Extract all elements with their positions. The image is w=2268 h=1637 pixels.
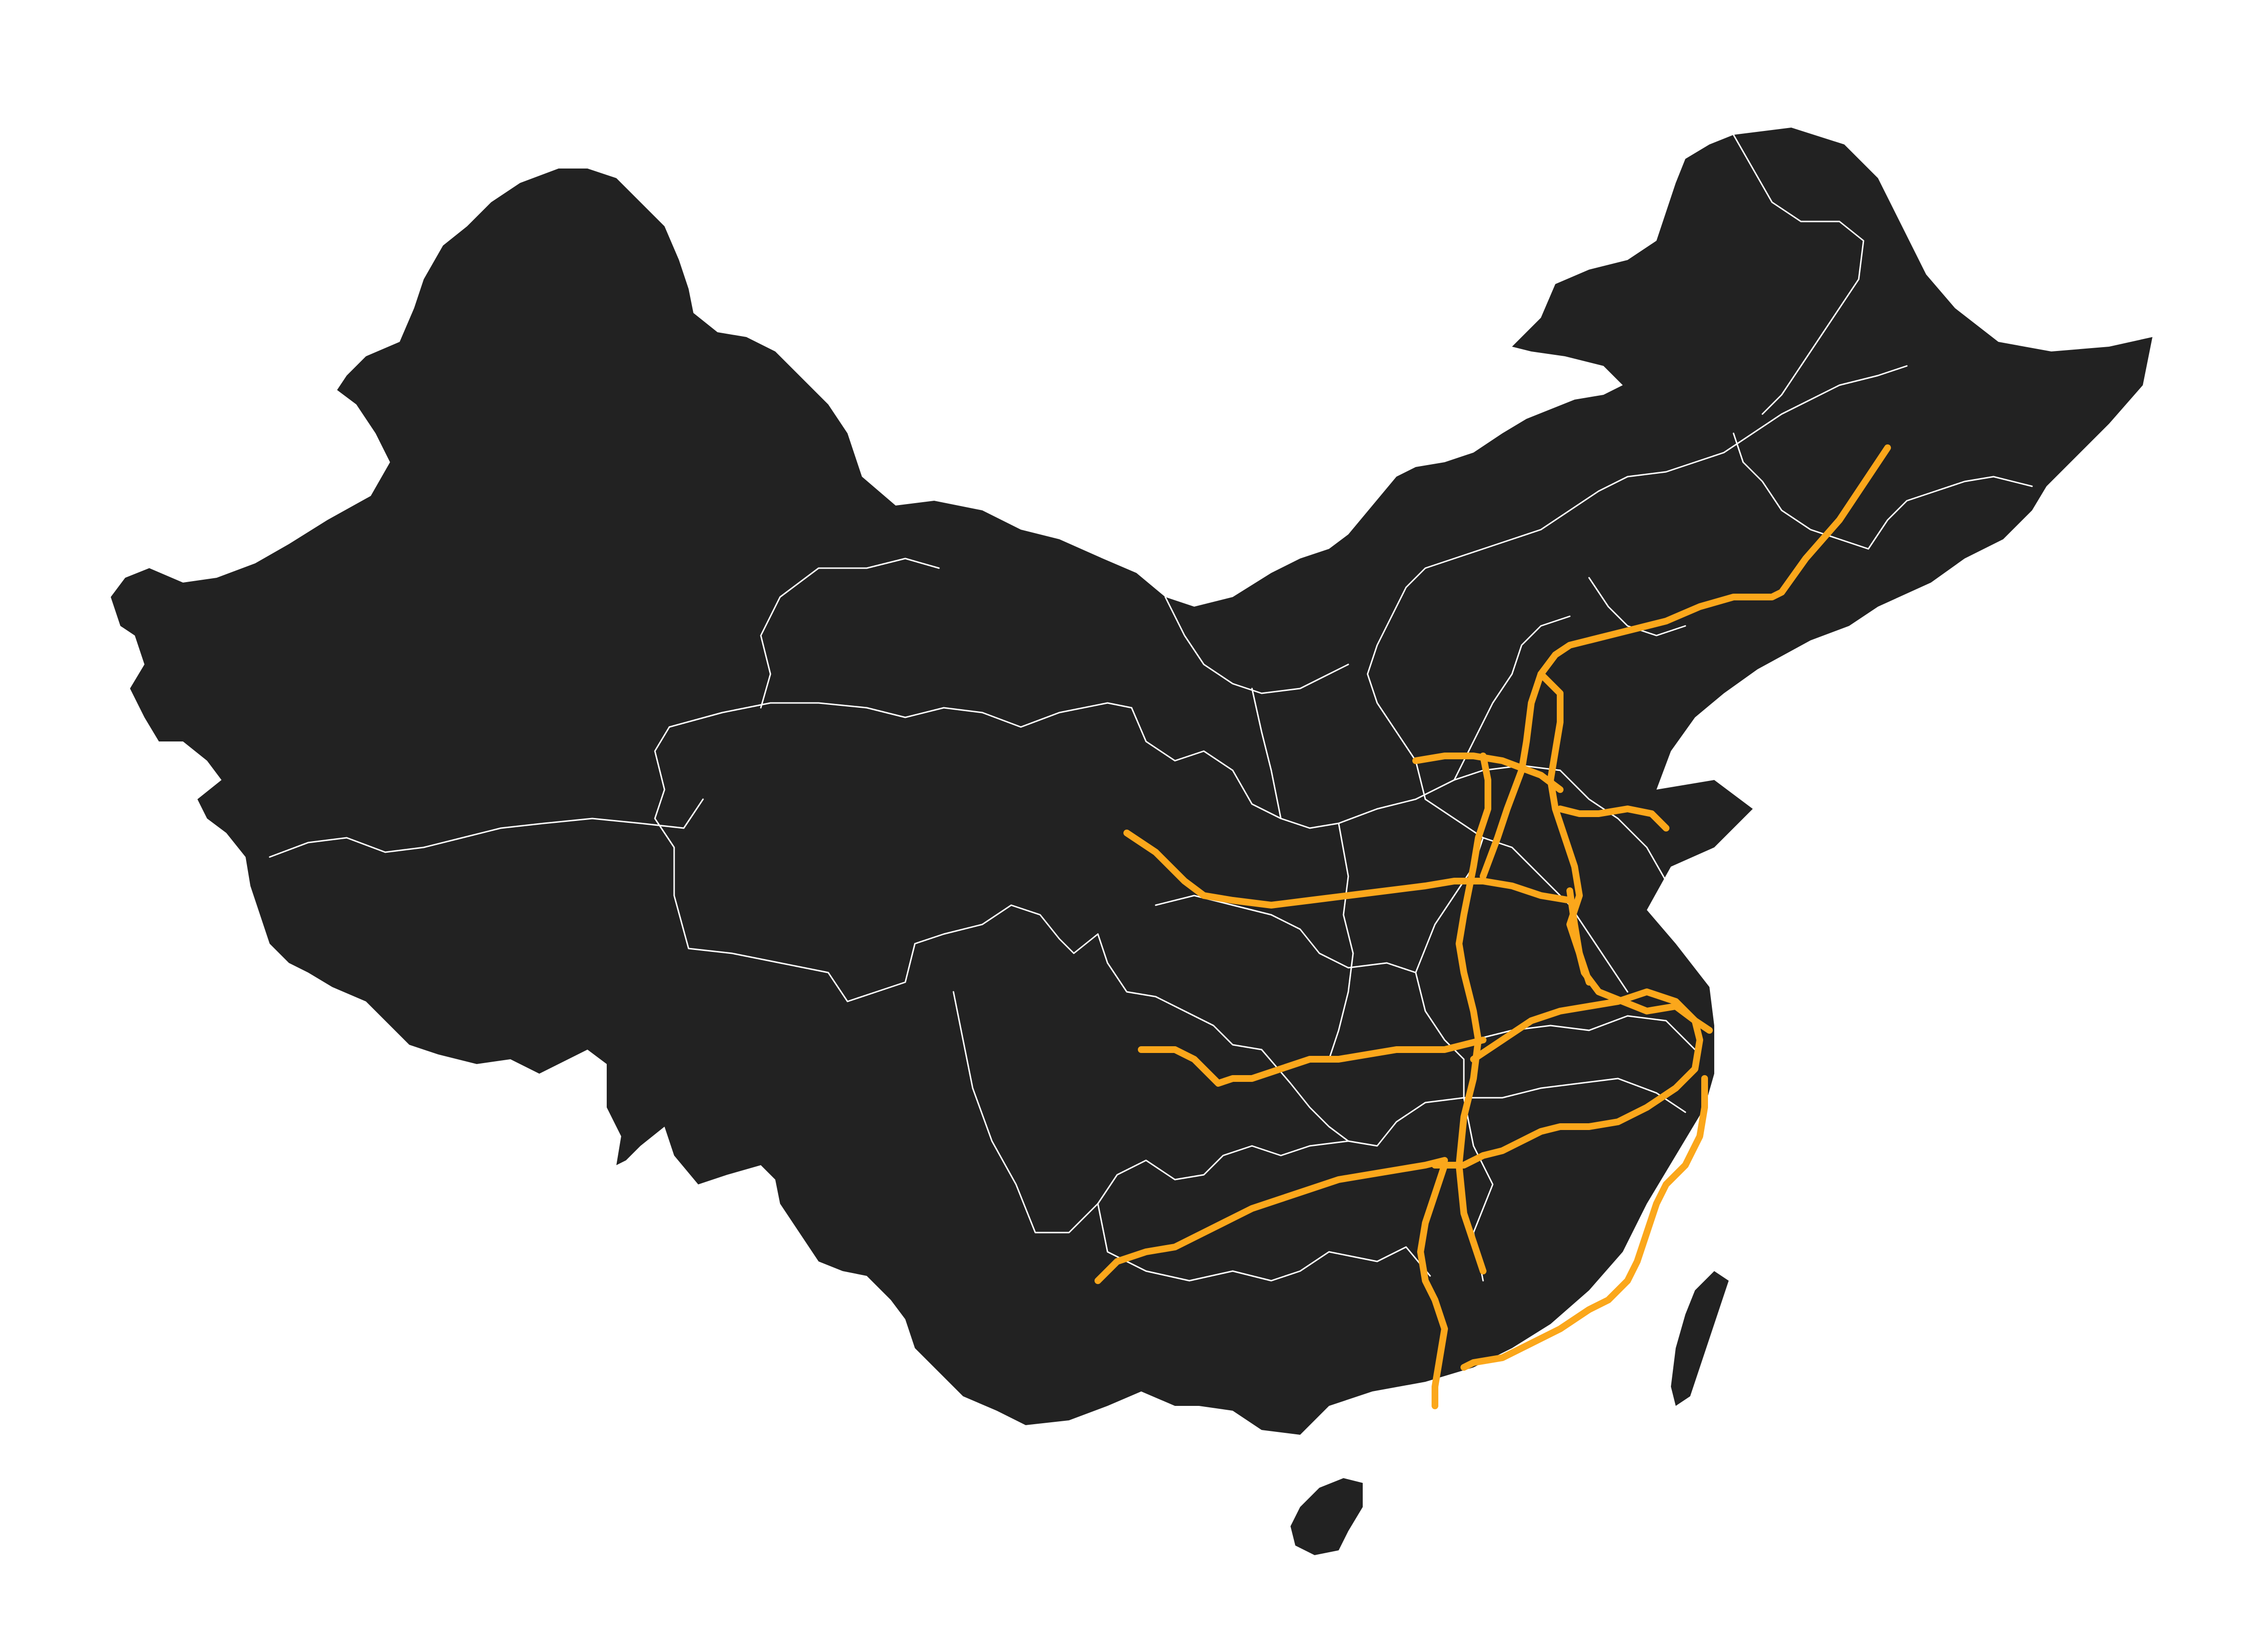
rail-route-line bbox=[1460, 1075, 1708, 1371]
province-border bbox=[1097, 1140, 1349, 1205]
province-border bbox=[1328, 822, 1354, 1060]
rail-routes bbox=[1095, 444, 1891, 1409]
province-border bbox=[914, 904, 1099, 954]
province-border bbox=[1097, 1203, 1431, 1282]
rail-route-line bbox=[1417, 1162, 1448, 1409]
province-border bbox=[1723, 365, 1908, 454]
province-border bbox=[654, 726, 916, 1002]
province-border bbox=[1131, 707, 1340, 829]
province-border bbox=[1588, 577, 1686, 637]
rail-route-line bbox=[1123, 830, 1573, 909]
province-border bbox=[1164, 596, 1349, 694]
province-border bbox=[1261, 1049, 1465, 1147]
rail-route-line bbox=[1432, 988, 1703, 1169]
rail-route-line bbox=[1412, 753, 1564, 793]
province-border bbox=[1540, 452, 1725, 531]
province-border bbox=[1453, 615, 1571, 781]
landmass bbox=[111, 128, 2152, 1555]
province-border bbox=[269, 798, 704, 858]
hainan-island-shape bbox=[1290, 1478, 1363, 1555]
province-border bbox=[1867, 476, 2033, 550]
taiwan-island-shape bbox=[1671, 1271, 1729, 1406]
mainland-china-shape bbox=[111, 128, 2152, 1435]
province-border bbox=[1251, 688, 1282, 819]
rail-route-line bbox=[1566, 887, 1592, 986]
province-border bbox=[1733, 134, 1864, 280]
province-border bbox=[1097, 933, 1263, 1051]
province-border bbox=[1391, 529, 1542, 617]
rail-route-line bbox=[1138, 1037, 1486, 1087]
province-border bbox=[760, 558, 940, 709]
province-border bbox=[1463, 1078, 1686, 1113]
province-border bbox=[952, 991, 1099, 1234]
province-border bbox=[1761, 278, 1860, 415]
province-border bbox=[1424, 798, 1629, 993]
rail-route-line bbox=[1095, 1157, 1448, 1284]
province-border bbox=[1559, 769, 1706, 935]
rail-route-line bbox=[1557, 806, 1669, 831]
province-border bbox=[1733, 432, 1869, 550]
rail-route-line bbox=[1456, 753, 1491, 1274]
